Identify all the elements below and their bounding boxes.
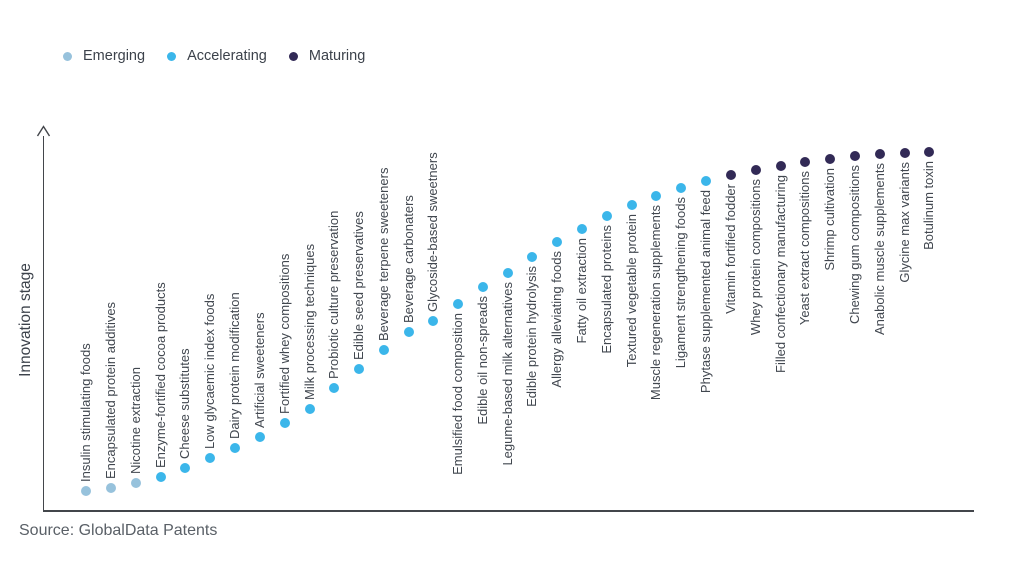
data-point-dot [453,299,463,309]
source-credit: Source: GlobalData Patents [19,522,218,539]
data-point-dot [924,147,934,157]
data-point-dot [205,453,215,463]
legend-dot-icon [63,51,72,61]
data-point-dot [131,478,141,488]
y-axis-arrow-icon [36,125,50,137]
data-point-dot [478,282,488,292]
data-point-dot [379,345,389,355]
data-point-dot [800,157,810,167]
data-point-dot [577,224,587,234]
data-point-dot [329,383,339,393]
data-point-dot [280,418,290,428]
data-point-dot [726,170,736,180]
data-point-dot [428,316,438,326]
legend-dot-icon [288,51,298,61]
data-point-dot [354,364,364,374]
legend-label: Accelerating [187,48,267,64]
legend-dot-icon [167,51,177,61]
data-point-dot [552,237,562,247]
legend-item-maturing: Maturing [288,48,366,64]
data-point-dot [651,191,661,201]
data-point-dot [527,252,537,262]
data-point-dot [404,327,414,337]
y-axis-line [42,136,44,511]
legend: Emerging Accelerating Maturing [63,48,365,64]
data-point-dot [627,200,637,210]
legend-label: Maturing [308,48,366,64]
data-point-dot [825,154,835,164]
data-point-dot [106,483,116,493]
data-point-dot [751,165,761,175]
data-point-dot [156,472,166,482]
x-axis-line [42,510,974,512]
data-point-dot [676,183,686,193]
data-point-dot [701,176,711,186]
y-axis-title: Innovation stage [17,263,34,377]
data-point-dot [255,432,265,442]
legend-label: Emerging [83,48,146,64]
data-point-dot [602,211,612,221]
data-point-dot [81,486,91,496]
legend-item-accelerating: Accelerating [167,48,267,64]
data-point-dot [230,443,240,453]
data-point-dot [875,149,885,159]
data-point-dot [850,151,860,161]
data-point-dot [503,268,513,278]
data-point-dot [305,404,315,414]
data-point-dot [776,161,786,171]
data-point-dot [900,148,910,158]
data-point-dot [180,463,190,473]
legend-item-emerging: Emerging [63,48,145,64]
